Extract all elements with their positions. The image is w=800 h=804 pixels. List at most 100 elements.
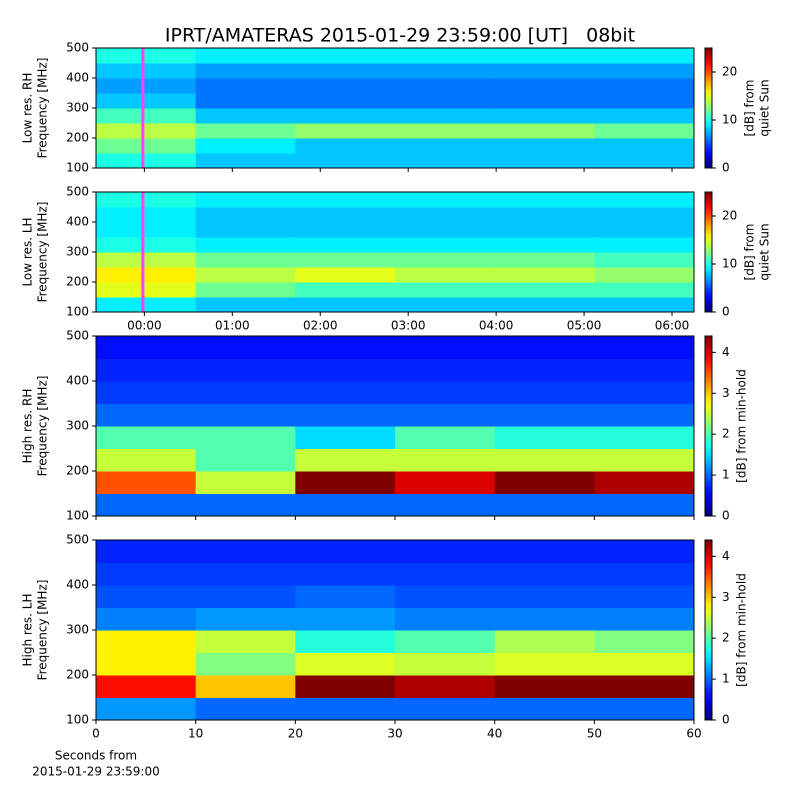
heatmap-cell	[494, 697, 595, 721]
heatmap-cell	[494, 448, 595, 472]
heatmap-cell	[295, 207, 396, 223]
heatmap-cell	[295, 697, 396, 721]
heatmap-cell	[395, 630, 496, 653]
heatmap-cell	[195, 381, 296, 404]
x-tick-label: 01:00	[215, 319, 250, 333]
heatmap-cell	[96, 192, 197, 208]
heatmap-cell	[395, 93, 496, 109]
heatmap-cell	[494, 585, 595, 608]
heatmap-cell	[395, 153, 496, 169]
y-axis-label: High res. LH	[21, 593, 35, 666]
heatmap-cell	[195, 493, 296, 517]
heatmap-cell	[96, 697, 197, 721]
heatmap-cell	[96, 207, 197, 223]
x-tick-label: 40	[487, 727, 502, 741]
x-tick-label: 06:00	[655, 319, 690, 333]
colorbar-label: [dB] from	[743, 224, 757, 281]
heatmap-cell	[96, 237, 197, 253]
heatmap-cell	[96, 63, 197, 79]
heatmap-cell	[395, 237, 496, 253]
heatmap-cell	[195, 675, 296, 698]
heatmap-cell	[195, 540, 296, 563]
heatmap-cell	[494, 493, 595, 517]
heatmap-cell	[195, 448, 296, 472]
heatmap-cell	[395, 138, 496, 154]
heatmap-cell	[494, 403, 595, 427]
colorbar-tick-label: 4	[722, 549, 730, 563]
colorbar-tick-label: 3	[722, 386, 730, 400]
heatmap-cell	[295, 192, 396, 208]
heatmap-cell	[195, 93, 296, 109]
heatmap-cell	[395, 282, 496, 298]
heatmap-cell	[494, 630, 595, 653]
heatmap-cell	[195, 630, 296, 653]
heatmap-cell	[96, 403, 197, 427]
heatmap-cell	[195, 222, 296, 238]
heatmap-cell	[594, 282, 695, 298]
heatmap-cell	[96, 358, 197, 382]
heatmap-cell	[494, 222, 595, 238]
heatmap-cell	[594, 358, 695, 382]
heatmap-cell	[494, 192, 595, 208]
heatmap-cell	[594, 63, 695, 79]
heatmap-cell	[594, 237, 695, 253]
heatmap-cell	[494, 108, 595, 124]
heatmap-cell	[594, 585, 695, 608]
x-tick-label: 60	[686, 727, 701, 741]
colorbar-label: [dB] from min-hold	[735, 369, 749, 483]
heatmap-cell	[195, 607, 296, 631]
heatmap-cell	[494, 471, 595, 494]
heatmap-cell	[195, 282, 296, 298]
colorbar-tick-label: 1	[722, 468, 730, 482]
y-axis-label: Frequency [MHz]	[36, 376, 50, 477]
heatmap-cell	[96, 652, 197, 676]
heatmap-cell	[494, 381, 595, 404]
heatmap-cell	[195, 426, 296, 449]
y-axis-label: Low res. RH	[21, 73, 35, 144]
heatmap-cell	[395, 252, 496, 268]
heatmap-cell	[96, 336, 197, 359]
y-tick-label: 400	[66, 578, 89, 592]
heatmap-cell	[395, 358, 496, 382]
x-tick-label: 02:00	[303, 319, 338, 333]
heatmap-cell	[96, 78, 197, 94]
heatmap-cell	[96, 123, 197, 139]
y-tick-label: 400	[66, 71, 89, 85]
heatmap-cell	[395, 207, 496, 223]
heatmap-cell	[96, 297, 197, 313]
heatmap-cell	[295, 282, 396, 298]
heatmap-cell	[395, 540, 496, 563]
heatmap-cell	[395, 336, 496, 359]
x-tick-label: 04:00	[479, 319, 514, 333]
y-tick-label: 200	[66, 668, 89, 682]
heatmap-cell	[96, 607, 197, 631]
heatmap-cell	[295, 336, 396, 359]
heatmap-cell	[594, 267, 695, 283]
y-axis-label: Frequency [MHz]	[36, 202, 50, 303]
y-tick-label: 100	[66, 509, 89, 523]
heatmap-cell	[395, 48, 496, 64]
heatmap-cell	[295, 381, 396, 404]
colorbar-tick-label: 1	[722, 672, 730, 686]
heatmap-cell	[195, 562, 296, 586]
heatmap-cell	[494, 540, 595, 563]
heatmap-cell	[494, 607, 595, 631]
heatmap-cell	[594, 222, 695, 238]
y-tick-label: 300	[66, 419, 89, 433]
x-axis-label: 2015-01-29 23:59:00	[32, 765, 159, 779]
heatmap-cell	[395, 192, 496, 208]
heatmap-cell	[96, 381, 197, 404]
heatmap-cell	[494, 652, 595, 676]
heatmap-cell	[295, 607, 396, 631]
colorbar	[704, 191, 713, 313]
heatmap-cell	[395, 448, 496, 472]
heatmap-cell	[195, 78, 296, 94]
heatmap-cell	[295, 252, 396, 268]
heatmap-cell	[195, 192, 296, 208]
heatmap-cell	[195, 403, 296, 427]
heatmap-cell	[295, 138, 396, 154]
heatmap-cell	[594, 426, 695, 449]
heatmap-cell	[594, 78, 695, 94]
heatmap-cell	[395, 585, 496, 608]
